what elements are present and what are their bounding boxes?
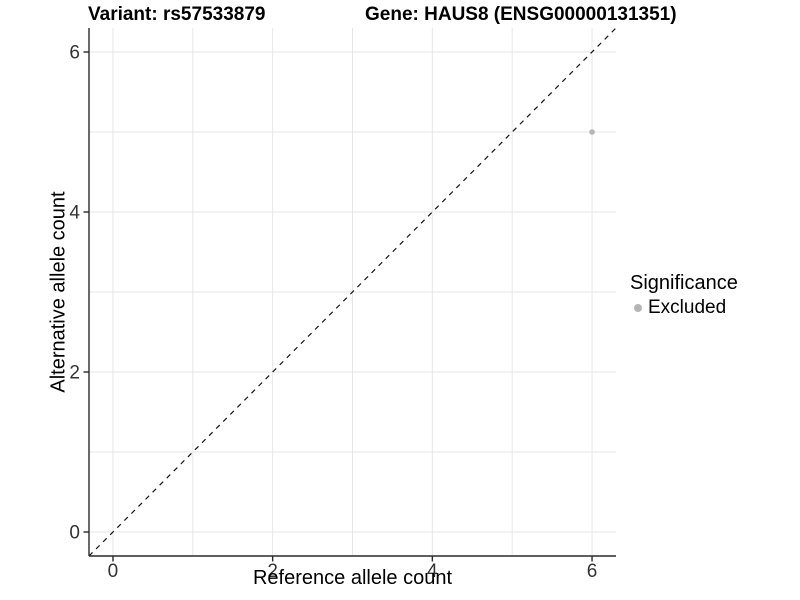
y-tick-label: 2 — [69, 363, 80, 384]
plot-title-gene: Gene: HAUS8 (ENSG00000131351) — [365, 4, 677, 25]
legend: Significance Excluded — [630, 272, 738, 319]
x-tick-label: 0 — [108, 561, 119, 582]
x-tick-label: 4 — [427, 561, 438, 582]
x-tick-label: 6 — [587, 561, 598, 582]
plot-title-variant: Variant: rs57533879 — [88, 4, 266, 25]
y-tick-label: 6 — [69, 43, 80, 64]
legend-point-icon — [634, 304, 642, 312]
y-tick-label: 4 — [69, 203, 80, 224]
x-axis-title: Reference allele count — [252, 567, 452, 589]
legend-item-excluded: Excluded — [630, 297, 738, 319]
x-tick-label: 2 — [267, 561, 278, 582]
legend-item-label: Excluded — [648, 297, 727, 318]
legend-title: Significance — [630, 272, 738, 294]
y-tick-label: 0 — [69, 523, 80, 544]
y-axis-title: Alternative allele count — [47, 191, 70, 393]
identity-line — [88, 27, 617, 557]
data-point — [589, 129, 595, 135]
